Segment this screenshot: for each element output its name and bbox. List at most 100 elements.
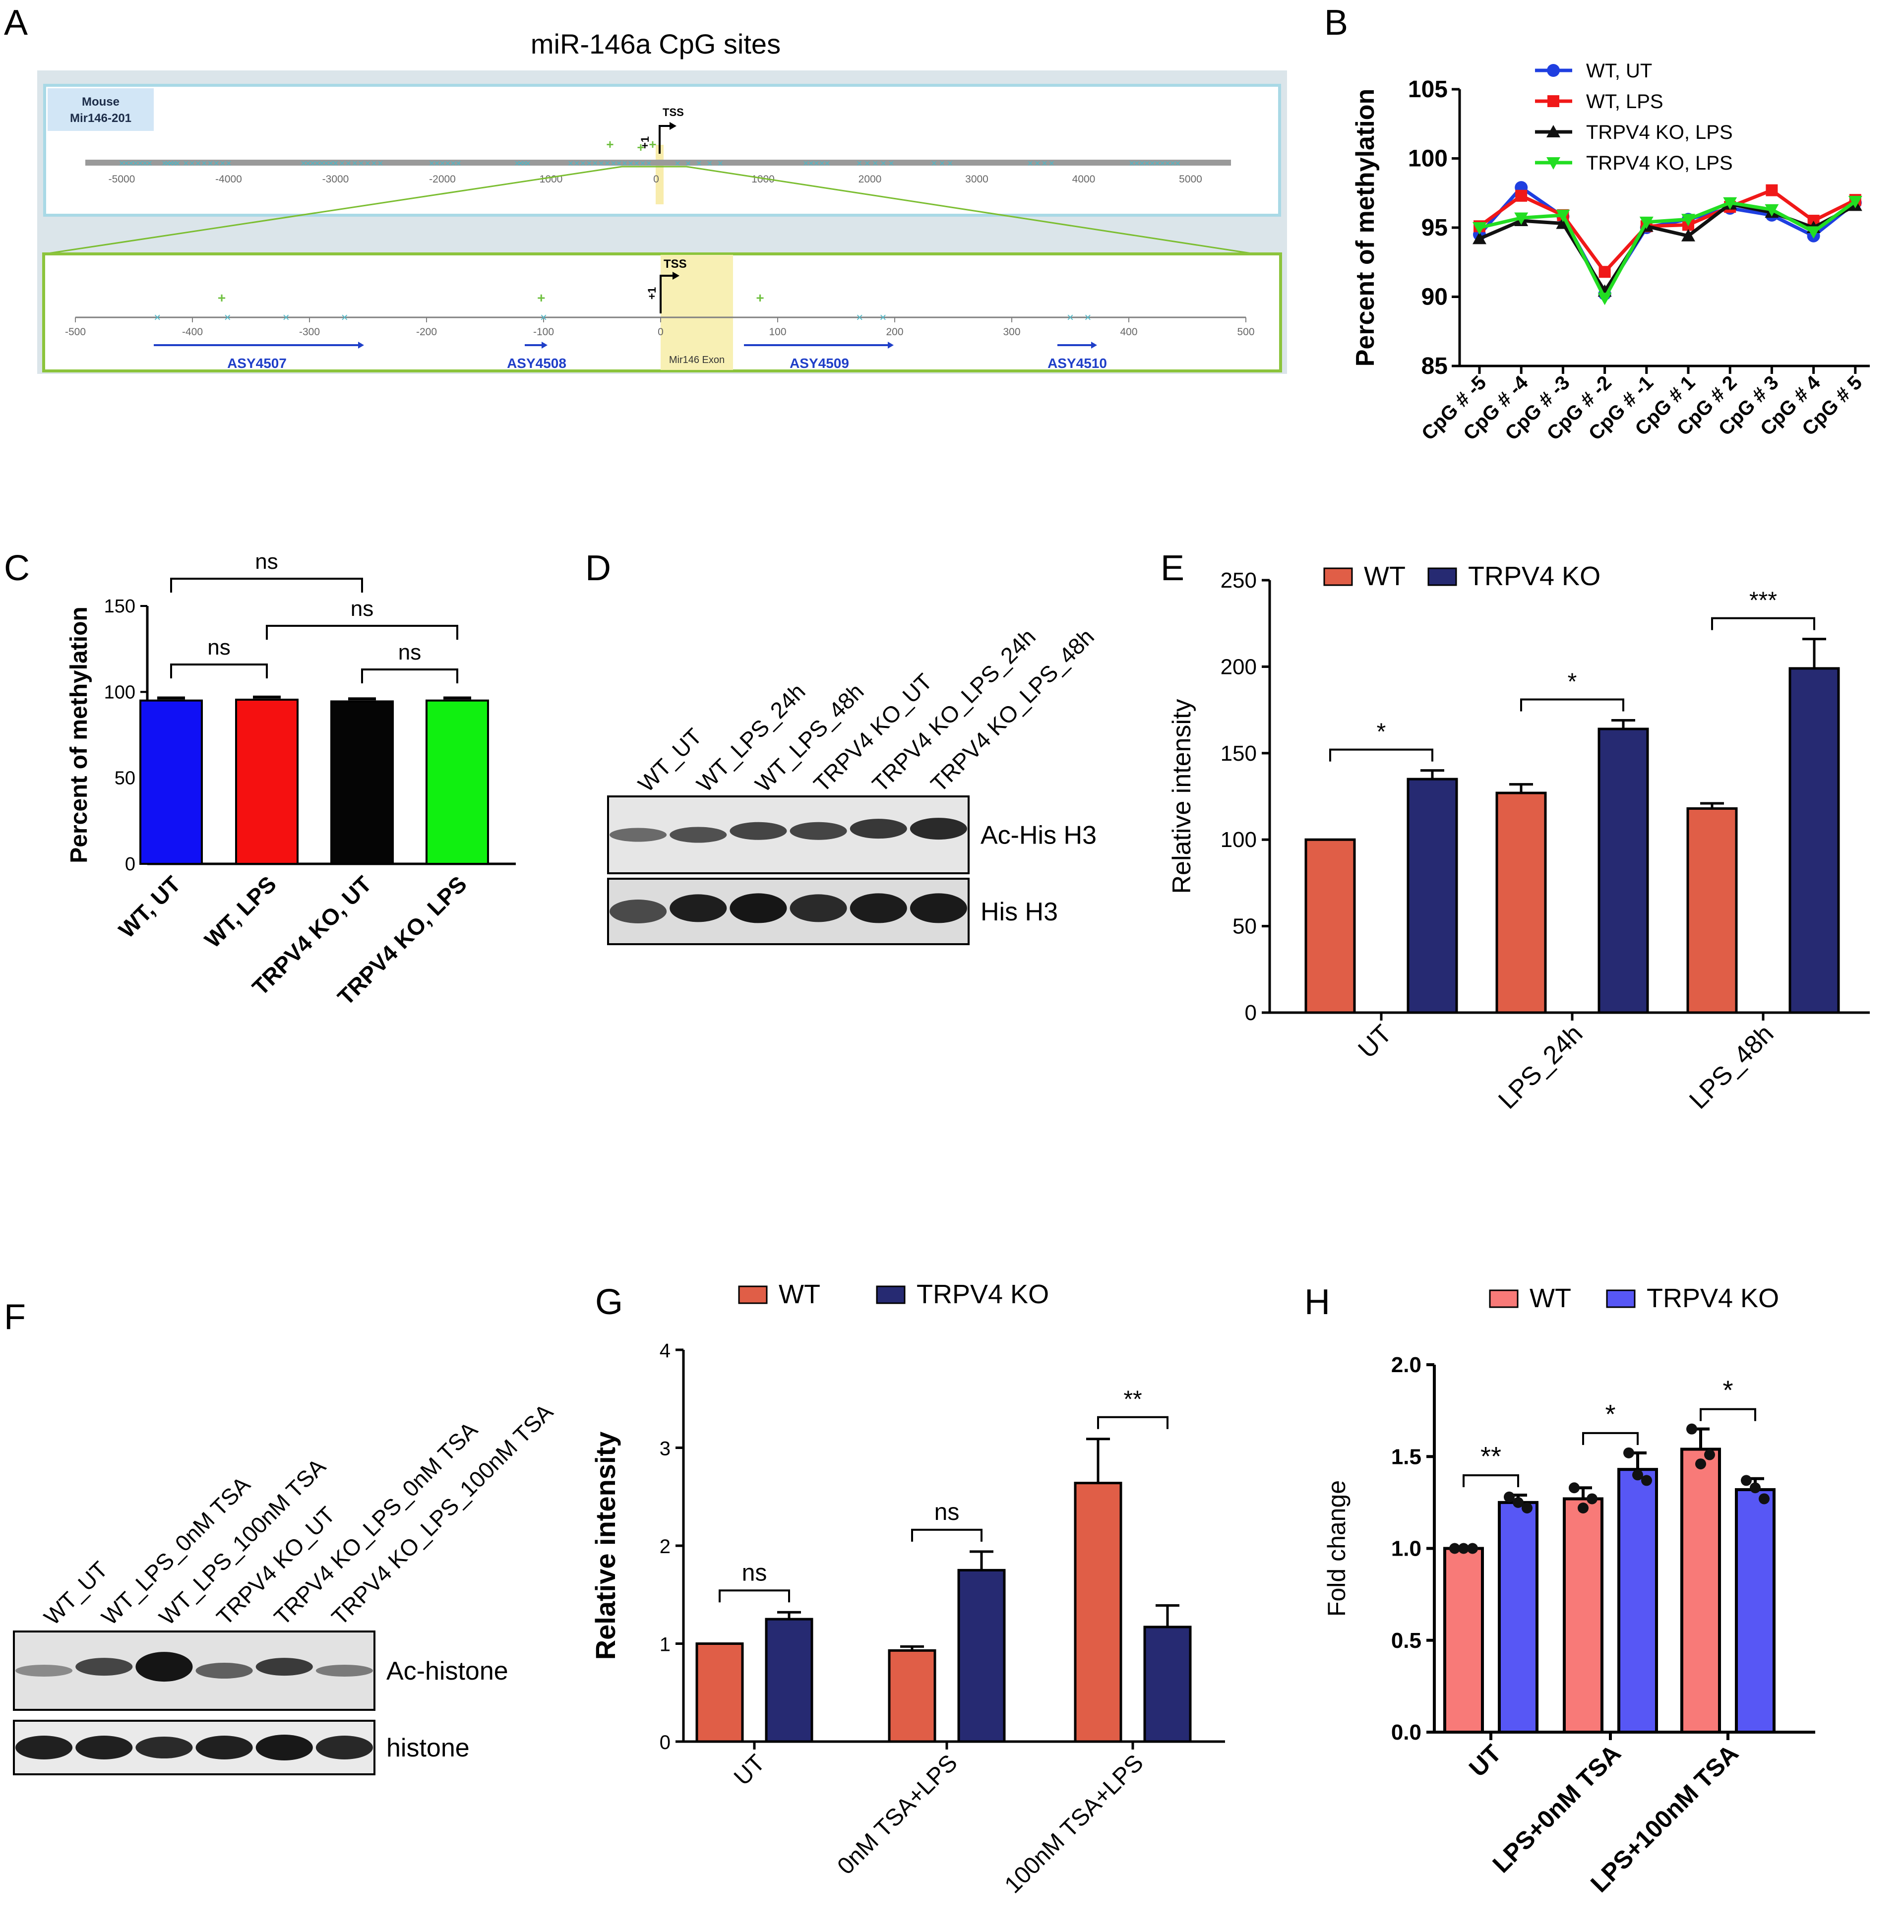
panel-b-y-tick-label: 95 (1421, 215, 1448, 241)
panel-c-bar (139, 699, 203, 865)
overview-cpg-mark: × (717, 158, 723, 169)
sig-bracket (1711, 617, 1815, 630)
panel-c-x-tick-label: WT, UT (114, 871, 185, 943)
overview-cpg-mark: × (813, 158, 819, 169)
tss-label-overview: TSS (663, 106, 684, 119)
overview-cpg-mark: × (165, 158, 171, 169)
zoom-tick-label: 400 (1120, 326, 1137, 338)
panel-c-bar (426, 699, 489, 865)
overview-cpg-mark: × (1049, 158, 1055, 169)
overview-cpg-mark: × (305, 158, 311, 169)
overview-cpg-mark: × (171, 158, 177, 169)
overview-cpg-mark: × (314, 158, 320, 169)
panel-c-y-tick-label: 100 (104, 682, 135, 703)
blot-band (730, 893, 787, 923)
blot-band (255, 1735, 313, 1760)
blot-band (15, 1665, 73, 1677)
blot-band (850, 893, 907, 923)
data-point (1578, 1502, 1589, 1513)
panel-b-y-tick-label: 85 (1421, 353, 1448, 379)
data-point (1623, 1447, 1634, 1458)
blot-band (255, 1658, 313, 1676)
blot-band (315, 1665, 373, 1677)
blot-band (910, 893, 967, 923)
overview-cpg-mark: × (685, 158, 691, 169)
panel-b-data-point (1515, 189, 1528, 202)
bar (957, 1569, 1006, 1743)
legend-label: TRPV4 KO (1468, 561, 1600, 591)
data-point (1587, 1493, 1597, 1505)
bar (1617, 1468, 1658, 1734)
y-tick-label: 0 (1245, 1001, 1257, 1025)
overview-cpg-mark: × (119, 158, 125, 169)
overview-cpg-mark: × (220, 158, 226, 169)
assay-label-asy4507: ASY4507 (227, 356, 287, 371)
panel-b-legend-marker (1546, 157, 1560, 170)
overview-cpg-mark: × (309, 158, 315, 169)
overview-cpg-mark: × (1149, 158, 1155, 169)
zoom-plus-mark: + (756, 290, 764, 305)
panel-letter-d: D (585, 548, 611, 588)
panel-b-data-point (1473, 232, 1486, 244)
panel-b-data-point (1597, 293, 1612, 305)
panel-b-legend-marker (1547, 64, 1560, 77)
y-tick-label: 2.0 (1391, 1353, 1421, 1377)
y-tick-label: 1 (660, 1634, 671, 1656)
sig-bracket (1463, 1474, 1519, 1488)
overview-cpg-mark: × (518, 158, 524, 169)
panel-letter-b: B (1324, 3, 1348, 43)
zoom-tick-label: 0 (658, 326, 664, 338)
y-tick-label: 100 (1221, 828, 1257, 852)
overview-cpg-mark: × (434, 158, 440, 169)
x-tick-label: LPS_24h (1493, 1019, 1588, 1114)
y-tick-label: 1.5 (1391, 1445, 1421, 1469)
bar (1563, 1497, 1603, 1734)
sig-label: ** (1480, 1442, 1501, 1471)
legend-swatch (1427, 567, 1457, 586)
overview-cpg-mark: × (1129, 158, 1135, 169)
blot-band (910, 818, 967, 840)
zoom-cpg-mark: × (1084, 311, 1091, 324)
overview-cpg-mark: × (128, 158, 134, 169)
y-label: Fold change (1323, 1480, 1351, 1617)
blot-band (135, 1737, 193, 1758)
assay-label-asy4510: ASY4510 (1047, 356, 1107, 371)
blot-band (75, 1658, 133, 1676)
panel-c-y-label: Percent of methylation (66, 606, 92, 863)
overview-cpg-mark: × (365, 158, 370, 169)
overview-cpg-mark: × (611, 158, 616, 169)
sig-bracket (1582, 1432, 1639, 1445)
overview-cpg-mark: × (598, 158, 604, 169)
blot-band (790, 822, 847, 840)
zoom-tick-label: 300 (1003, 326, 1020, 338)
legend-label: TRPV4 KO (1647, 1283, 1779, 1313)
overview-cpg-mark: × (371, 158, 377, 169)
overview-tick-label: 5000 (1179, 174, 1202, 185)
overview-cpg-mark: × (1165, 158, 1170, 169)
y-tick-label: 2 (660, 1536, 671, 1558)
bar (1407, 778, 1458, 1014)
blot-band (850, 819, 907, 839)
tss-arrowhead-zoom (673, 272, 679, 280)
legend-label: TRPV4 KO (917, 1279, 1049, 1309)
panel-b-legend-label: TRPV4 KO, LPS (1586, 121, 1733, 143)
overview-cpg-mark: × (377, 158, 383, 169)
panel-e-bar-chart: 0 50 100 150 200 250 Relative intensity UT * LPS_… (1167, 561, 1870, 1115)
legend-swatch (738, 1285, 768, 1304)
overview-cpg-mark: × (646, 158, 652, 169)
exon-highlight (661, 255, 733, 370)
zoom-cpg-mark: × (1067, 311, 1074, 324)
panel-letter-h: H (1304, 1282, 1330, 1322)
zoom-cpg-mark: × (224, 311, 231, 324)
data-point (1695, 1458, 1706, 1470)
panel-c-sig-label: ns (351, 597, 373, 621)
overview-cpg-mark: × (1144, 158, 1150, 169)
y-label: Relative intensity (590, 1432, 621, 1660)
blot-band (15, 1736, 73, 1759)
blot-row-label: histone (386, 1734, 470, 1762)
overview-cpg-mark: × (323, 158, 329, 169)
panel-a-title: miR-146a CpG sites (531, 28, 781, 60)
zoom-plus-mark: + (537, 290, 545, 305)
